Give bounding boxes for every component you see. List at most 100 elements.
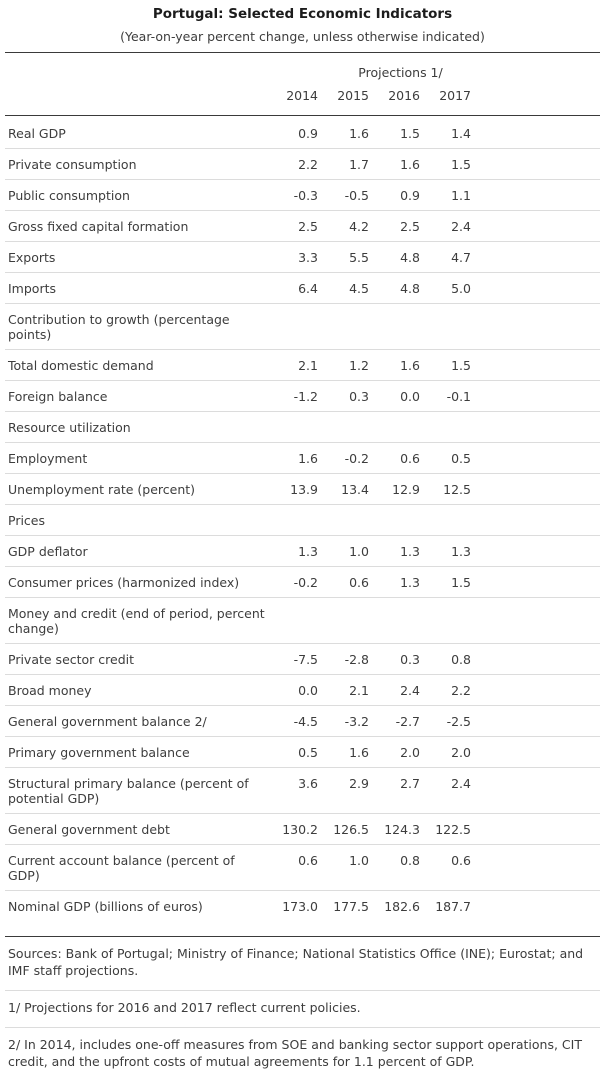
row-value: 0.8 [375, 844, 426, 891]
row-value: 0.0 [375, 380, 426, 412]
row-value: 187.7 [435, 899, 471, 914]
row-filler [477, 813, 600, 845]
row-filler [477, 844, 600, 891]
row-value: 0.6 [273, 844, 324, 891]
table-row: Imports 6.4 4.5 4.8 5.0 [5, 272, 600, 304]
row-value [426, 504, 477, 536]
table-row: Private consumption 2.2 1.7 1.6 1.5 [5, 148, 600, 180]
row-value [426, 597, 477, 644]
section-row: Resource utilization [5, 411, 600, 443]
table-row: Total domestic demand 2.1 1.2 1.6 1.5 [5, 349, 600, 381]
row-value: 0.9 [273, 115, 324, 149]
row-filler [477, 349, 600, 381]
row-filler [477, 179, 600, 211]
row-value: 0.5 [273, 736, 324, 768]
table-row: Current account balance (percent of GDP)… [5, 844, 600, 891]
row-filler [477, 535, 600, 567]
row-filler [477, 705, 600, 737]
row-value: 4.5 [324, 272, 375, 304]
row-filler [477, 210, 600, 242]
row-label: General government debt [5, 813, 273, 845]
row-filler [477, 303, 600, 350]
row-filler [477, 504, 600, 536]
row-value: 2.9 [324, 767, 375, 814]
table-row: Consumer prices (harmonized index) -0.2 0.… [5, 566, 600, 598]
table-row: Exports 3.3 5.5 4.8 4.7 [5, 241, 600, 273]
row-value [273, 411, 324, 443]
row-label: Gross fixed capital formation [5, 210, 273, 242]
row-value: 1.7 [324, 148, 375, 180]
row-value: 130.2 [273, 813, 324, 845]
row-value: 1.1 [426, 179, 477, 211]
table-row: Primary government balance 0.5 1.6 2.0 2.0 [5, 736, 600, 768]
row-value [324, 597, 375, 644]
row-value [273, 303, 324, 350]
row-value: 1.3 [375, 535, 426, 567]
table-bottom-rule [5, 936, 600, 937]
projections-label: Projections 1/ [358, 65, 443, 80]
row-value: 3.6 [273, 767, 324, 814]
row-label: Foreign balance [5, 380, 273, 412]
row-value: -7.5 [273, 643, 324, 675]
row-value: -3.2 [324, 705, 375, 737]
row-value: -2.5 [426, 705, 477, 737]
row-filler [477, 411, 600, 443]
footnotes: Sources: Bank of Portugal; Ministry of F… [5, 937, 600, 1080]
footnote: 2/ In 2014, includes one-off measures fr… [8, 1036, 582, 1069]
projections-row: Projections 1/ [5, 53, 600, 82]
row-value: 2.1 [324, 674, 375, 706]
document-header: Portugal: Selected Economic Indicators (… [5, 4, 600, 44]
row-value: 1.0 [324, 535, 375, 567]
row-label: Resource utilization [5, 411, 273, 443]
row-value [324, 504, 375, 536]
row-value: 0.6 [426, 844, 477, 891]
table-row: Real GDP 0.9 1.6 1.5 1.4 [5, 115, 600, 149]
row-value: 1.6 [324, 115, 375, 149]
row-value: 0.6 [324, 566, 375, 598]
row-value: 122.5 [426, 813, 477, 845]
footnote: Sources: Bank of Portugal; Ministry of F… [5, 937, 600, 991]
row-value: 1.3 [375, 566, 426, 598]
row-value: 1.3 [273, 535, 324, 567]
row-value: 126.5 [324, 813, 375, 845]
row-label: Private consumption [5, 148, 273, 180]
row-value: 2.0 [375, 736, 426, 768]
row-value [426, 303, 477, 350]
row-label: Money and credit (end of period, percent… [5, 597, 273, 644]
row-value [324, 411, 375, 443]
row-label: Exports [5, 241, 273, 273]
row-value: 1.5 [426, 148, 477, 180]
row-value [324, 303, 375, 350]
row-value: 4.7 [426, 241, 477, 273]
row-label: Unemployment rate (percent) [5, 473, 273, 505]
row-value: 0.0 [273, 674, 324, 706]
row-filler [477, 566, 600, 598]
table-row: Unemployment rate (percent) 13.9 13.4 12.9 1… [5, 473, 600, 505]
table-row: Private sector credit -7.5 -2.8 0.3 0.8 [5, 643, 600, 675]
row-value: 0.6 [375, 442, 426, 474]
row-value: 3.3 [273, 241, 324, 273]
row-value: 1.5 [426, 566, 477, 598]
row-label: Consumer prices (harmonized index) [5, 566, 273, 598]
table-row: Broad money 0.0 2.1 2.4 2.2 [5, 674, 600, 706]
table-row: General government balance 2/-4.5 -3.2 -2.… [5, 705, 600, 737]
page-subtitle: (Year-on-year percent change, unless oth… [120, 29, 485, 44]
row-value [273, 597, 324, 644]
row-value: 1.6 [324, 736, 375, 768]
row-label: Current account balance (percent of GDP) [5, 844, 273, 891]
row-value: 1.5 [375, 115, 426, 149]
year-header: 2015 [324, 82, 375, 116]
row-value: 5.5 [324, 241, 375, 273]
row-value: 1.0 [324, 844, 375, 891]
row-filler [477, 643, 600, 675]
row-label: Imports [5, 272, 273, 304]
row-value: 1.6 [375, 349, 426, 381]
table-row: GDP deflator 1.3 1.0 1.3 1.3 [5, 535, 600, 567]
row-value: 4.2 [324, 210, 375, 242]
page-title: Portugal: Selected Economic Indicators [152, 6, 453, 22]
row-value: 124.3 [375, 813, 426, 845]
row-label: GDP deflator [5, 535, 273, 567]
table-row: Structural primary balance (percent of p… [5, 767, 600, 814]
row-value: 177.5 [333, 899, 369, 914]
row-filler [477, 597, 600, 644]
